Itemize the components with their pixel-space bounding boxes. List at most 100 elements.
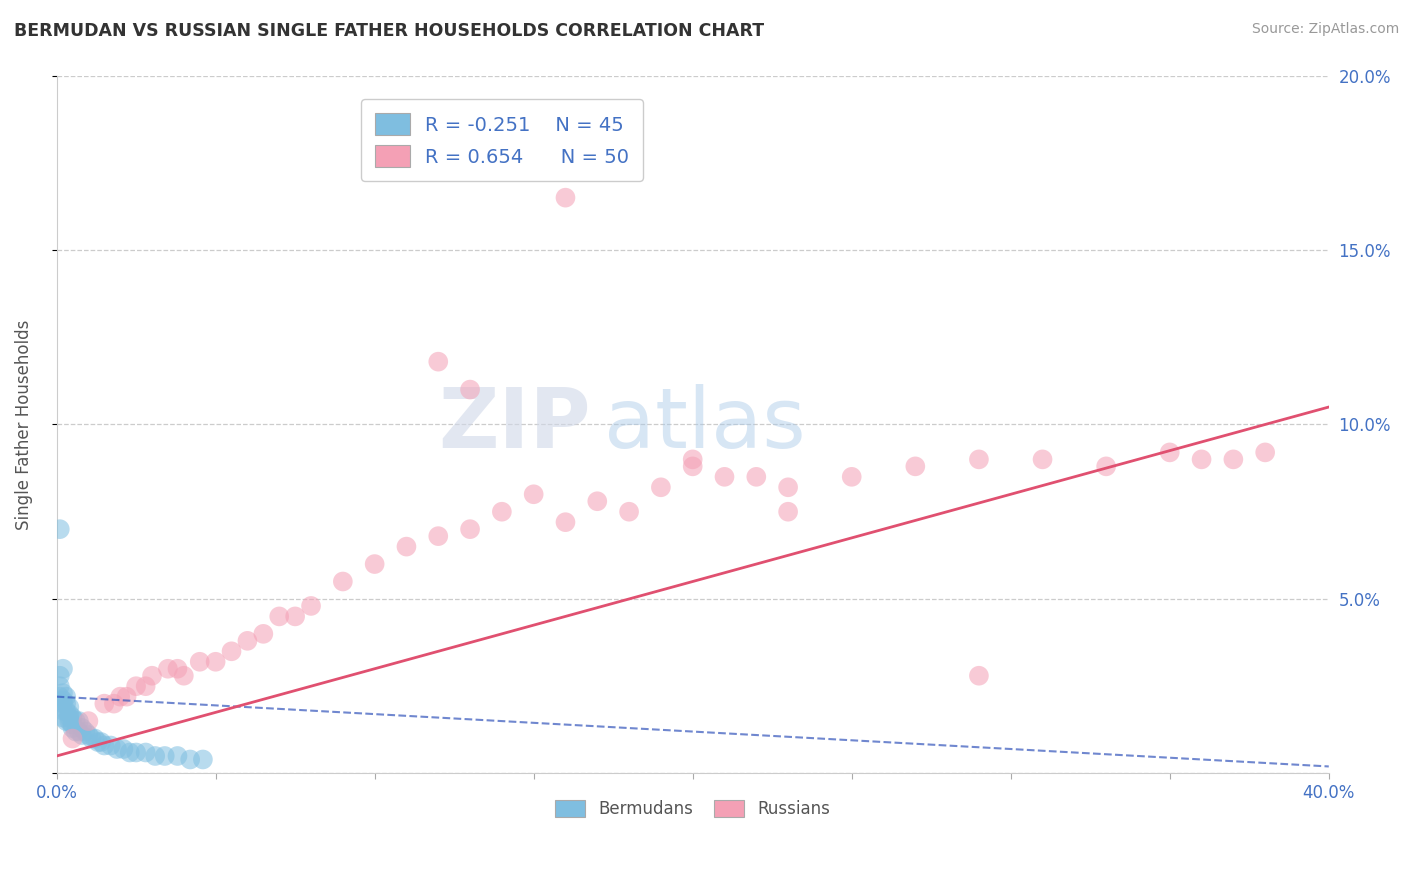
Point xyxy=(363,557,385,571)
Text: ZIP: ZIP xyxy=(439,384,591,465)
Point xyxy=(80,731,103,746)
Point xyxy=(1191,452,1213,467)
Point xyxy=(166,662,188,676)
Point xyxy=(90,735,112,749)
Point xyxy=(87,735,110,749)
Point xyxy=(105,742,128,756)
Point xyxy=(284,609,307,624)
Point xyxy=(458,522,481,536)
Legend: Bermudans, Russians: Bermudans, Russians xyxy=(548,793,837,824)
Point xyxy=(118,746,141,760)
Point xyxy=(778,505,800,519)
Point xyxy=(713,470,735,484)
Point xyxy=(77,714,100,728)
Text: atlas: atlas xyxy=(603,384,806,465)
Point xyxy=(523,487,546,501)
Point xyxy=(269,609,291,624)
Point xyxy=(141,669,163,683)
Point xyxy=(49,522,72,536)
Point xyxy=(778,480,800,494)
Point xyxy=(75,724,97,739)
Point xyxy=(49,669,72,683)
Point xyxy=(52,686,75,700)
Point xyxy=(1031,452,1053,467)
Point xyxy=(221,644,243,658)
Point xyxy=(650,480,672,494)
Point xyxy=(252,627,274,641)
Point xyxy=(153,749,176,764)
Point xyxy=(67,724,90,739)
Point xyxy=(682,459,704,474)
Point xyxy=(49,690,72,704)
Point xyxy=(554,191,576,205)
Point xyxy=(427,529,450,543)
Point xyxy=(745,470,768,484)
Point xyxy=(112,742,135,756)
Point xyxy=(65,724,87,739)
Point xyxy=(299,599,322,613)
Point xyxy=(103,697,125,711)
Point xyxy=(52,662,75,676)
Point xyxy=(458,383,481,397)
Point xyxy=(143,749,166,764)
Point xyxy=(1254,445,1277,459)
Point xyxy=(841,470,863,484)
Point xyxy=(55,697,77,711)
Point xyxy=(617,505,640,519)
Point xyxy=(967,669,990,683)
Point xyxy=(1095,459,1118,474)
Point xyxy=(58,700,80,714)
Point xyxy=(1159,445,1181,459)
Point xyxy=(52,704,75,718)
Point xyxy=(204,655,226,669)
Text: BERMUDAN VS RUSSIAN SINGLE FATHER HOUSEHOLDS CORRELATION CHART: BERMUDAN VS RUSSIAN SINGLE FATHER HOUSEH… xyxy=(14,22,765,40)
Point xyxy=(173,669,195,683)
Point xyxy=(93,697,115,711)
Point xyxy=(62,710,84,724)
Point xyxy=(188,655,211,669)
Point xyxy=(554,515,576,529)
Point xyxy=(58,714,80,728)
Point xyxy=(100,739,122,753)
Point xyxy=(1222,452,1244,467)
Point xyxy=(332,574,354,589)
Point xyxy=(52,697,75,711)
Point xyxy=(967,452,990,467)
Point xyxy=(110,690,132,704)
Point xyxy=(52,710,75,724)
Point xyxy=(83,731,105,746)
Point xyxy=(65,714,87,728)
Point xyxy=(491,505,513,519)
Point xyxy=(62,717,84,731)
Point xyxy=(62,731,84,746)
Point xyxy=(179,752,201,766)
Point xyxy=(52,693,75,707)
Point xyxy=(55,690,77,704)
Point xyxy=(395,540,418,554)
Point xyxy=(115,690,138,704)
Point xyxy=(70,721,93,735)
Point xyxy=(427,354,450,368)
Point xyxy=(58,707,80,722)
Point xyxy=(135,679,157,693)
Point xyxy=(125,746,148,760)
Point xyxy=(682,452,704,467)
Point xyxy=(135,746,157,760)
Point xyxy=(58,710,80,724)
Point xyxy=(77,728,100,742)
Point xyxy=(166,749,188,764)
Point xyxy=(125,679,148,693)
Point xyxy=(62,721,84,735)
Point xyxy=(191,752,214,766)
Point xyxy=(55,704,77,718)
Point xyxy=(586,494,609,508)
Point xyxy=(49,679,72,693)
Point xyxy=(904,459,927,474)
Point xyxy=(67,714,90,728)
Point xyxy=(55,714,77,728)
Point xyxy=(236,633,259,648)
Point xyxy=(156,662,179,676)
Point xyxy=(70,728,93,742)
Y-axis label: Single Father Households: Single Father Households xyxy=(15,319,32,530)
Text: Source: ZipAtlas.com: Source: ZipAtlas.com xyxy=(1251,22,1399,37)
